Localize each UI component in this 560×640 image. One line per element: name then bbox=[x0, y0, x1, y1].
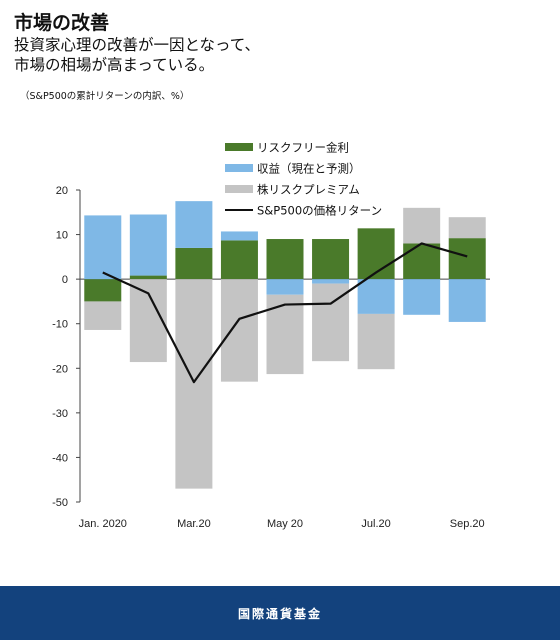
bar-earnings bbox=[448, 279, 486, 322]
legend-label: 収益（現在と予測） bbox=[257, 162, 361, 176]
bar-earnings bbox=[220, 231, 258, 241]
chart-title: 市場の改善 bbox=[14, 12, 110, 34]
bar-earnings bbox=[403, 279, 441, 315]
bar-risk-free-rate bbox=[403, 243, 441, 280]
legend-swatch bbox=[225, 164, 253, 172]
bar-earnings bbox=[175, 201, 213, 248]
footer-banner: 国際通貨基金 bbox=[0, 586, 560, 640]
bar-equity-risk-premium bbox=[220, 279, 258, 382]
line-price-return bbox=[102, 242, 468, 384]
bar-risk-free-rate bbox=[312, 239, 350, 280]
stacked-bar-chart: 20 10 0 -10 -20 -30 -40 -50 Jan. 2020 Mar.20 May 2… bbox=[52, 141, 490, 530]
bar-equity-risk-premium bbox=[84, 301, 122, 330]
bar-equity-risk-premium bbox=[175, 279, 213, 489]
organization-name: 国際通貨基金 bbox=[237, 606, 322, 621]
bar-earnings bbox=[129, 214, 167, 276]
legend-label: 株リスクプレミアム bbox=[257, 183, 360, 197]
units-note: （S&P500の累計リターンの内訳、%） bbox=[20, 91, 190, 102]
bar-equity-risk-premium bbox=[357, 313, 395, 370]
chart-subtitle: 投資家心理の改善が一因となって、 市場の相場が高まっている。 bbox=[14, 35, 260, 75]
x-tick-label: Sep.20 bbox=[450, 518, 485, 530]
x-tick-label: May 20 bbox=[267, 518, 303, 530]
y-tick-label: -20 bbox=[52, 363, 68, 375]
bar-earnings bbox=[312, 279, 350, 284]
legend-swatch bbox=[225, 143, 253, 151]
bar-earnings bbox=[84, 215, 122, 280]
y-tick-label: 10 bbox=[56, 230, 68, 242]
bar-risk-free-rate bbox=[357, 228, 395, 280]
bar-equity-risk-premium bbox=[266, 294, 304, 375]
x-tick-label: Mar.20 bbox=[177, 518, 211, 530]
legend-label: リスクフリー金利 bbox=[257, 141, 349, 155]
y-tick-label: -10 bbox=[52, 319, 68, 331]
bar-risk-free-rate bbox=[266, 239, 304, 280]
y-tick-label: -50 bbox=[52, 497, 68, 509]
bar-equity-risk-premium bbox=[403, 207, 441, 244]
subtitle-line-2: 市場の相場が高まっている。 bbox=[14, 56, 215, 74]
bar-earnings bbox=[357, 279, 395, 314]
bar-equity-risk-premium bbox=[448, 217, 486, 239]
bar-risk-free-rate bbox=[175, 247, 213, 280]
subtitle-line-1: 投資家心理の改善が一因となって、 bbox=[14, 36, 260, 54]
y-tick-label: -30 bbox=[52, 408, 68, 420]
y-tick-label: 20 bbox=[56, 185, 68, 197]
x-tick-label: Jan. 2020 bbox=[79, 518, 127, 530]
x-tick-label: Jul.20 bbox=[361, 518, 390, 530]
bar-risk-free-rate bbox=[220, 240, 258, 280]
bar-risk-free-rate bbox=[129, 275, 167, 280]
y-tick-label: -40 bbox=[52, 452, 68, 464]
legend-label: S&P500の価格リターン bbox=[257, 204, 382, 218]
bar-earnings bbox=[266, 279, 304, 295]
legend-swatch bbox=[225, 185, 253, 193]
y-tick-label: 0 bbox=[62, 274, 68, 286]
bar-risk-free-rate bbox=[84, 279, 122, 302]
bar-risk-free-rate bbox=[448, 238, 486, 280]
